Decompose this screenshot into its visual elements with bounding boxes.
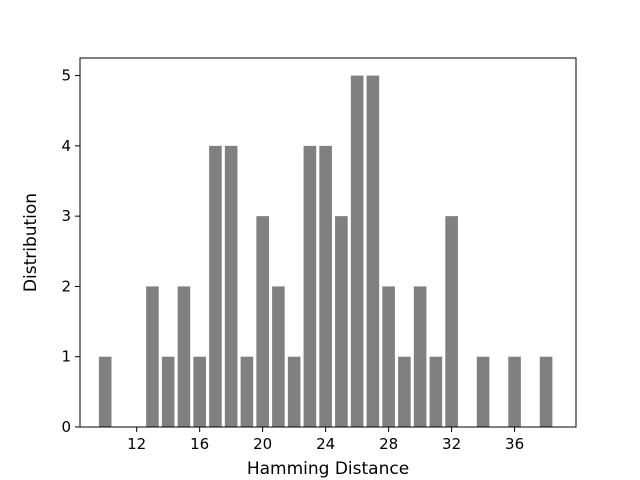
- bar-38: [539, 356, 553, 427]
- bars-group: [98, 75, 553, 428]
- bar-20: [256, 216, 269, 427]
- x-tick-label: 12: [127, 435, 146, 453]
- bar-34: [476, 356, 490, 427]
- bar-25: [335, 216, 348, 427]
- bar-24: [319, 145, 332, 428]
- x-axis-ticks: 12 16 20 24 28 32 36: [127, 427, 524, 453]
- bar-31: [429, 356, 443, 427]
- bar-22: [287, 356, 301, 427]
- bar-17: [209, 145, 222, 428]
- bar-16: [193, 356, 206, 427]
- x-tick-label: 24: [316, 435, 335, 453]
- x-axis-label: Hamming Distance: [247, 459, 409, 479]
- bar-26: [350, 75, 364, 427]
- bar-10: [98, 356, 112, 427]
- bar-28: [382, 286, 395, 427]
- bar-15: [177, 286, 191, 427]
- bar-19: [240, 356, 254, 427]
- y-tick-label: 0: [61, 418, 71, 436]
- y-tick-label: 3: [61, 207, 71, 225]
- plot-area-frame: [79, 57, 577, 428]
- bar-23: [303, 145, 317, 428]
- bar-27: [366, 75, 380, 427]
- bar-30: [413, 286, 427, 427]
- x-tick-label: 32: [442, 435, 461, 453]
- bar-21: [272, 286, 285, 427]
- y-tick-label: 4: [61, 137, 71, 155]
- bar-36: [508, 356, 521, 427]
- y-axis-ticks: 0 1 2 3 4 5: [61, 67, 80, 436]
- y-tick-label: 1: [61, 348, 71, 366]
- bar-32: [445, 216, 458, 427]
- x-tick-label: 16: [190, 435, 209, 453]
- x-tick-label: 36: [505, 435, 524, 453]
- bar-13: [146, 286, 159, 427]
- y-tick-label: 5: [61, 67, 71, 85]
- bar-29: [398, 356, 411, 427]
- x-tick-label: 28: [379, 435, 398, 453]
- y-axis-label: Distribution: [21, 193, 41, 292]
- bar-18: [224, 145, 238, 428]
- y-tick-label: 2: [61, 277, 71, 295]
- bar-14: [161, 356, 175, 427]
- x-tick-label: 20: [253, 435, 272, 453]
